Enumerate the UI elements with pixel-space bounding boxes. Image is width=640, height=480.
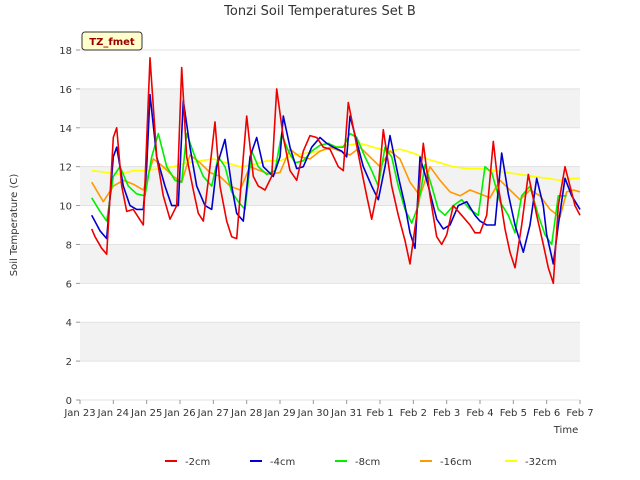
grid-band — [80, 322, 580, 362]
grid-band — [80, 244, 580, 284]
grid-band — [80, 88, 580, 128]
x-tick-label: Feb 3 — [433, 408, 460, 419]
chart-title: Tonzi Soil Temperatures Set B — [223, 4, 416, 19]
legend-label: -16cm — [440, 457, 472, 468]
legend-label: -32cm — [525, 457, 557, 468]
x-tick-label: Feb 7 — [566, 408, 593, 419]
x-tick-label: Jan 26 — [163, 408, 195, 419]
x-tick-label: Feb 5 — [500, 408, 527, 419]
x-tick-label: Jan 28 — [230, 408, 262, 419]
y-tick-label: 4 — [66, 318, 72, 329]
x-tick-label: Jan 31 — [330, 408, 362, 419]
series-layer — [90, 57, 581, 285]
x-tick-label: Jan 24 — [97, 408, 129, 419]
y-tick-label: 12 — [59, 163, 72, 174]
x-tick-label: Jan 27 — [197, 408, 229, 419]
x-tick-label: Feb 6 — [533, 408, 560, 419]
legend-label: -8cm — [355, 457, 380, 468]
x-tick-label: Feb 4 — [466, 408, 493, 419]
x-tick-label: Feb 1 — [366, 408, 393, 419]
y-tick-label: 14 — [59, 124, 72, 135]
legend-label: -2cm — [185, 457, 210, 468]
y-tick-label: 2 — [66, 357, 72, 368]
y-tick-label: 0 — [66, 396, 72, 407]
y-tick-label: 8 — [66, 240, 72, 251]
x-tick-label: Jan 29 — [263, 408, 295, 419]
tz-fmet-badge: TZ_fmet — [81, 31, 143, 51]
y-axis-ticks: 0 2 4 6 8 10 12 14 16 18 — [59, 46, 80, 407]
legend: -2cm -4cm -8cm -16cm -32cm — [165, 457, 557, 468]
x-tick-label: Jan 25 — [130, 408, 162, 419]
x-tick-label: Jan 30 — [297, 408, 329, 419]
x-axis-ticks: Jan 23 Jan 24 Jan 25 Jan 26 Jan 27 Jan 28 Jan … — [63, 400, 594, 419]
legend-label: -4cm — [270, 457, 295, 468]
badge-label: TZ_fmet — [89, 37, 135, 48]
y-axis-label: Soil Temperature (C) — [9, 174, 20, 277]
y-tick-label: 6 — [66, 279, 72, 290]
x-axis-label: Time — [553, 425, 578, 436]
badge-box — [81, 31, 143, 51]
series-line-m8cm — [91, 132, 567, 246]
x-tick-label: Feb 2 — [400, 408, 427, 419]
series-line-m2cm — [90, 57, 581, 285]
y-tick-label: 18 — [59, 46, 72, 57]
y-tick-label: 10 — [59, 202, 72, 213]
y-tick-label: 16 — [59, 85, 72, 96]
series-line-m4cm — [90, 93, 581, 265]
x-tick-label: Jan 23 — [63, 408, 95, 419]
